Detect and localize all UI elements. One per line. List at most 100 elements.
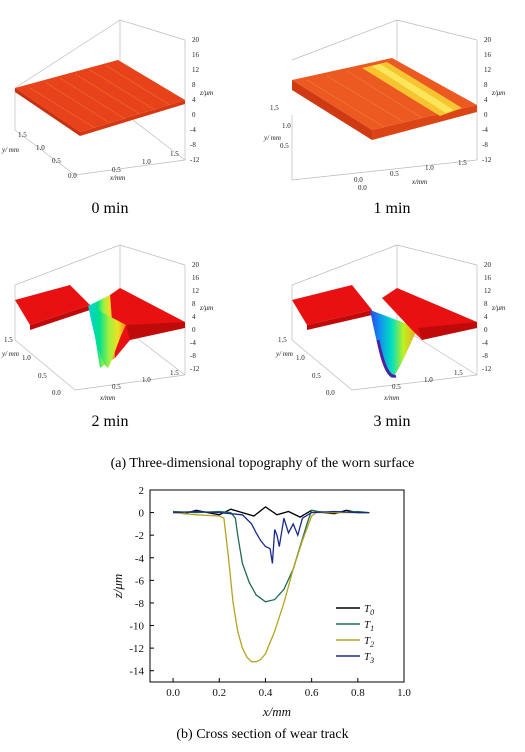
- series-lines: [172, 506, 370, 663]
- y-tick-label: -12: [129, 643, 144, 655]
- svg-text:1.5: 1.5: [4, 336, 13, 344]
- topo-plot-0min: 20 16 12 8 4 0 -4 -8 -12 z/μm 0.5 1.0 1.…: [1, 19, 213, 182]
- legend-label-sub: 0: [370, 608, 374, 617]
- series-line-T3: [173, 510, 370, 564]
- surface-1min: [292, 58, 477, 130]
- svg-text:y/ mm: y/ mm: [1, 350, 19, 358]
- svg-text:0.5: 0.5: [38, 372, 47, 380]
- y-tick-label: -2: [135, 530, 144, 542]
- x-axis: 0.0 0.2 0.4 0.6 0.8 1.0: [166, 678, 411, 699]
- svg-text:0.5: 0.5: [52, 157, 61, 165]
- svg-text:0.5: 0.5: [112, 383, 121, 391]
- svg-text:8: 8: [192, 81, 196, 89]
- cross-section-chart: 2 0 -2 -4 -6 -8 -10 -12 -14 0.0 0.2 0.4 0.6 0.8 1.0 x…: [110, 485, 411, 719]
- svg-text:16: 16: [192, 51, 200, 59]
- svg-text:16: 16: [484, 274, 492, 282]
- z-axis-2min: 20 16 12 8 4 0 -4 -8 -12 z/μm: [190, 261, 213, 373]
- svg-text:-8: -8: [482, 352, 488, 360]
- svg-text:y/ mm: y/ mm: [263, 134, 281, 142]
- svg-text:0: 0: [484, 111, 488, 119]
- x-axis-3min: 0.5 1.0 1.5 x/mm: [383, 369, 463, 402]
- z-axis-3min: 20 16 12 8 4 0 -4 -8 -12 z/μm: [482, 261, 505, 373]
- legend-label-T3: T3: [364, 651, 374, 665]
- svg-text:4: 4: [484, 313, 488, 321]
- legend-label-sub: 2: [370, 640, 374, 649]
- svg-text:1.5: 1.5: [170, 150, 179, 158]
- svg-text:12: 12: [484, 287, 492, 295]
- x-tick-label: 0.0: [166, 687, 180, 699]
- svg-text:0.0: 0.0: [68, 172, 77, 180]
- x-tick-label: 0.6: [305, 687, 319, 699]
- svg-text:8: 8: [484, 300, 488, 308]
- svg-text:1.5: 1.5: [458, 159, 467, 167]
- svg-text:1.0: 1.0: [22, 354, 31, 362]
- z-axis-0min: 20 16 12 8 4 0 -4 -8 -12 z/μm: [190, 36, 213, 164]
- legend-label-sub: 3: [369, 656, 374, 665]
- x-axis-label: x/mm: [262, 704, 291, 719]
- topo-panel-3min: 20 16 12 8 4 0 -4 -8 -12 z/μm 0.5 1.0 1.…: [262, 230, 525, 440]
- svg-text:-4: -4: [482, 339, 488, 347]
- y-tick-label: -14: [129, 666, 144, 678]
- svg-text:-4: -4: [482, 126, 488, 134]
- y-tick-label: 0: [139, 508, 145, 520]
- svg-text:x/mm: x/mm: [411, 178, 427, 186]
- caption-a: (a) Three-dimensional topography of the …: [110, 456, 415, 471]
- x-tick-label: 1.0: [397, 687, 411, 699]
- y-tick-label: -10: [129, 621, 144, 633]
- y-axis-0min: 1.5 1.0 0.5 0.0 y/ mm: [1, 131, 77, 180]
- svg-text:4: 4: [192, 96, 196, 104]
- svg-text:z/μm: z/μm: [491, 304, 505, 312]
- surface-2min: [15, 285, 185, 368]
- svg-text:-12: -12: [190, 156, 200, 164]
- svg-text:1.5: 1.5: [270, 104, 279, 112]
- svg-text:1.0: 1.0: [296, 354, 305, 362]
- svg-text:-8: -8: [482, 141, 488, 149]
- svg-text:1.5: 1.5: [18, 131, 27, 139]
- svg-text:-8: -8: [190, 141, 196, 149]
- topo-plot-3min: 20 16 12 8 4 0 -4 -8 -12 z/μm 0.5 1.0 1.…: [275, 244, 505, 402]
- topo-panel-1min: 20 16 12 8 4 0 -4 -8 -12 z/μm 0.0 0.5 1.…: [262, 0, 525, 230]
- svg-text:-4: -4: [190, 339, 196, 347]
- topo-plot-1min: 20 16 12 8 4 0 -4 -8 -12 z/μm 0.0 0.5 1.…: [263, 19, 505, 192]
- topo-panel-0min: 20 16 12 8 4 0 -4 -8 -12 z/μm 0.5 1.0 1.…: [0, 0, 262, 230]
- series-line-T2: [173, 511, 370, 663]
- svg-text:12: 12: [484, 66, 492, 74]
- legend-label-T0: T0: [364, 603, 374, 617]
- x-tick-label: 0.2: [212, 687, 226, 699]
- svg-text:z/μm: z/μm: [199, 89, 213, 97]
- svg-text:12: 12: [192, 66, 200, 74]
- svg-text:x/mm: x/mm: [109, 174, 125, 182]
- x-axis-1min: 0.0 0.5 1.0 1.5 x/mm: [354, 159, 467, 186]
- svg-text:1.0: 1.0: [142, 376, 151, 384]
- svg-text:1.0: 1.0: [424, 376, 433, 384]
- svg-text:-12: -12: [482, 365, 492, 373]
- svg-text:y/ mm: y/ mm: [1, 146, 19, 154]
- x-axis-2min: 0.5 1.0 1.5 x/mm: [99, 369, 179, 402]
- svg-text:1.5: 1.5: [454, 369, 463, 377]
- x-axis-0min: 0.5 1.0 1.5 x/mm: [109, 150, 179, 182]
- svg-text:16: 16: [484, 51, 492, 59]
- legend-label-T2: T2: [364, 635, 374, 649]
- y-axis-1min: 1.5 1.0 0.5 0.0 y/ mm: [263, 104, 367, 192]
- svg-text:0.0: 0.0: [52, 389, 61, 397]
- caption-2min: 2 min: [91, 413, 129, 430]
- svg-text:0: 0: [192, 111, 196, 119]
- caption-b: (b) Cross section of wear track: [176, 727, 349, 742]
- plot-frame: [149, 489, 405, 683]
- svg-text:0.5: 0.5: [280, 142, 289, 150]
- svg-text:x/mm: x/mm: [99, 394, 115, 402]
- svg-text:1.0: 1.0: [425, 164, 434, 172]
- svg-text:z/μm: z/μm: [491, 89, 505, 97]
- svg-text:1.0: 1.0: [282, 122, 291, 130]
- legend-label-sub: 1: [370, 624, 374, 633]
- x-tick-label: 0.8: [351, 687, 365, 699]
- svg-text:-4: -4: [190, 126, 196, 134]
- svg-text:x/mm: x/mm: [383, 394, 399, 402]
- svg-text:-8: -8: [190, 352, 196, 360]
- svg-text:0.0: 0.0: [358, 184, 367, 192]
- y-tick-label: -6: [135, 575, 145, 587]
- surface-0min: [15, 60, 185, 132]
- svg-text:0: 0: [192, 326, 196, 334]
- svg-text:16: 16: [192, 274, 200, 282]
- svg-text:20: 20: [192, 261, 200, 269]
